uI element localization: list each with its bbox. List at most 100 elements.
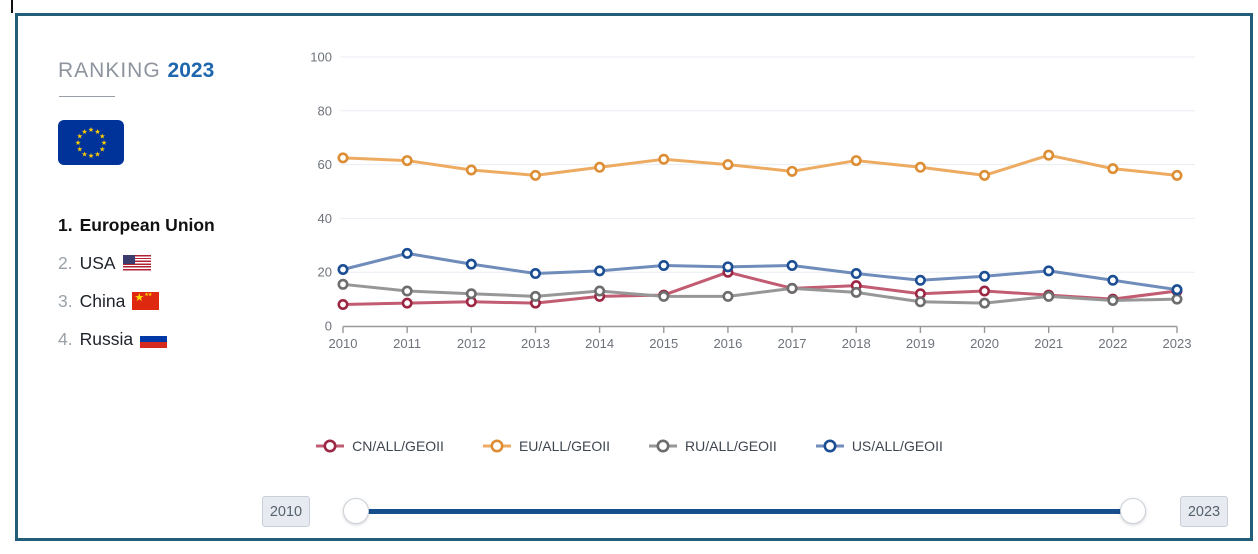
eu-series-marker-icon xyxy=(482,439,511,453)
data-point[interactable] xyxy=(850,155,862,167)
slider-track[interactable] xyxy=(356,509,1136,514)
data-point[interactable] xyxy=(979,270,991,282)
svg-text:2011: 2011 xyxy=(393,336,421,351)
data-point[interactable] xyxy=(337,152,349,164)
data-point[interactable] xyxy=(914,296,926,308)
data-point[interactable] xyxy=(529,169,541,181)
data-point[interactable] xyxy=(1171,284,1183,296)
data-point[interactable] xyxy=(979,297,991,309)
data-point[interactable] xyxy=(850,268,862,280)
ranking-title-label: RANKING xyxy=(58,59,161,82)
svg-text:2014: 2014 xyxy=(585,336,614,351)
data-point[interactable] xyxy=(979,285,991,297)
data-point[interactable] xyxy=(594,161,606,173)
data-point[interactable] xyxy=(337,264,349,276)
data-point[interactable] xyxy=(529,268,541,280)
data-point[interactable] xyxy=(465,288,477,300)
data-point[interactable] xyxy=(722,159,734,171)
svg-text:80: 80 xyxy=(318,103,332,118)
ranking-list: 1. European Union 2. USA 3. China ★ ★★ 4.… xyxy=(58,206,215,358)
svg-text:★: ★ xyxy=(99,133,105,141)
data-point[interactable] xyxy=(722,290,734,302)
slider-handle-min[interactable] xyxy=(343,498,369,524)
svg-text:60: 60 xyxy=(318,157,332,172)
svg-text:2022: 2022 xyxy=(1098,336,1127,351)
data-point[interactable] xyxy=(914,161,926,173)
svg-text:20: 20 xyxy=(318,265,332,280)
cn-series-marker-icon xyxy=(316,439,345,453)
year-range-slider: 2010 2023 xyxy=(240,494,1240,530)
data-point[interactable] xyxy=(337,298,349,310)
data-point[interactable] xyxy=(1107,274,1119,286)
data-point[interactable] xyxy=(529,290,541,302)
data-point[interactable] xyxy=(401,285,413,297)
data-point[interactable] xyxy=(914,274,926,286)
rank-number: 2. xyxy=(58,252,73,273)
legend-item-us[interactable]: US/ALL/GEOII xyxy=(815,438,943,454)
ranking-year: 2023 xyxy=(167,59,215,82)
data-point[interactable] xyxy=(658,259,670,271)
ranking-item-usa[interactable]: 2. USA xyxy=(58,244,215,282)
svg-text:2018: 2018 xyxy=(842,336,871,351)
svg-text:2017: 2017 xyxy=(778,336,807,351)
data-point[interactable] xyxy=(1107,163,1119,175)
legend-label: RU/ALL/GEOII xyxy=(685,438,777,454)
data-point[interactable] xyxy=(401,247,413,259)
cn-flag-icon: ★ ★★ xyxy=(132,292,160,310)
text-cursor-artifact xyxy=(11,0,13,13)
eu-flag-icon: ★ ★ ★ ★ ★ ★ ★ ★ ★ ★ ★ ★ xyxy=(58,120,124,165)
data-point[interactable] xyxy=(786,165,798,177)
data-point[interactable] xyxy=(337,278,349,290)
legend-item-ru[interactable]: RU/ALL/GEOII xyxy=(648,438,777,454)
svg-text:★: ★ xyxy=(88,126,94,134)
svg-text:★: ★ xyxy=(77,146,83,154)
legend-item-eu[interactable]: EU/ALL/GEOII xyxy=(482,438,610,454)
legend-item-cn[interactable]: CN/ALL/GEOII xyxy=(315,438,444,454)
data-point[interactable] xyxy=(1043,149,1055,161)
svg-text:2016: 2016 xyxy=(713,336,742,351)
svg-text:100: 100 xyxy=(310,50,332,65)
data-point[interactable] xyxy=(786,259,798,271)
ranking-item-china[interactable]: 3. China ★ ★★ xyxy=(58,282,215,320)
data-point[interactable] xyxy=(465,258,477,270)
ranking-item-european-union[interactable]: 1. European Union xyxy=(58,206,215,244)
slider-handle-max[interactable] xyxy=(1120,498,1146,524)
data-point[interactable] xyxy=(1107,294,1119,306)
data-point[interactable] xyxy=(594,265,606,277)
us-series-marker-icon xyxy=(815,439,844,453)
data-point[interactable] xyxy=(465,164,477,176)
data-point[interactable] xyxy=(401,297,413,309)
range-max-label: 2023 xyxy=(1180,496,1228,527)
data-point[interactable] xyxy=(658,153,670,165)
svg-text:2010: 2010 xyxy=(329,336,358,351)
chart-legend: CN/ALL/GEOII EU/ALL/GEOII RU/ALL/GEOII U… xyxy=(0,438,1258,454)
svg-text:★: ★ xyxy=(81,128,87,136)
ranking-title: RANKING 2023 xyxy=(58,59,214,83)
data-point[interactable] xyxy=(979,169,991,181)
country-name: China xyxy=(79,290,126,311)
svg-text:2019: 2019 xyxy=(906,336,935,351)
svg-text:★: ★ xyxy=(75,139,81,147)
title-underline xyxy=(59,96,115,97)
ranking-item-russia[interactable]: 4. Russia xyxy=(58,320,215,358)
data-point[interactable] xyxy=(594,285,606,297)
rank-number: 1. xyxy=(58,214,73,235)
country-name: USA xyxy=(79,252,116,273)
data-point[interactable] xyxy=(658,290,670,302)
data-point[interactable] xyxy=(401,155,413,167)
data-point[interactable] xyxy=(1171,169,1183,181)
data-point[interactable] xyxy=(722,261,734,273)
data-point[interactable] xyxy=(1043,290,1055,302)
svg-text:★: ★ xyxy=(77,133,83,141)
data-point[interactable] xyxy=(1043,265,1055,277)
svg-text:2020: 2020 xyxy=(970,336,999,351)
range-min-label: 2010 xyxy=(262,496,310,527)
data-point[interactable] xyxy=(1171,293,1183,305)
country-name: European Union xyxy=(79,214,215,235)
data-point[interactable] xyxy=(786,282,798,294)
line-chart[interactable]: 0 20 40 60 80 100 2010 2011 2012 2013 2014 2015 2016… xyxy=(310,45,1230,355)
data-point[interactable] xyxy=(850,286,862,298)
svg-text:★: ★ xyxy=(101,139,107,147)
svg-text:0: 0 xyxy=(325,319,332,334)
ru-series-marker-icon xyxy=(649,439,677,453)
